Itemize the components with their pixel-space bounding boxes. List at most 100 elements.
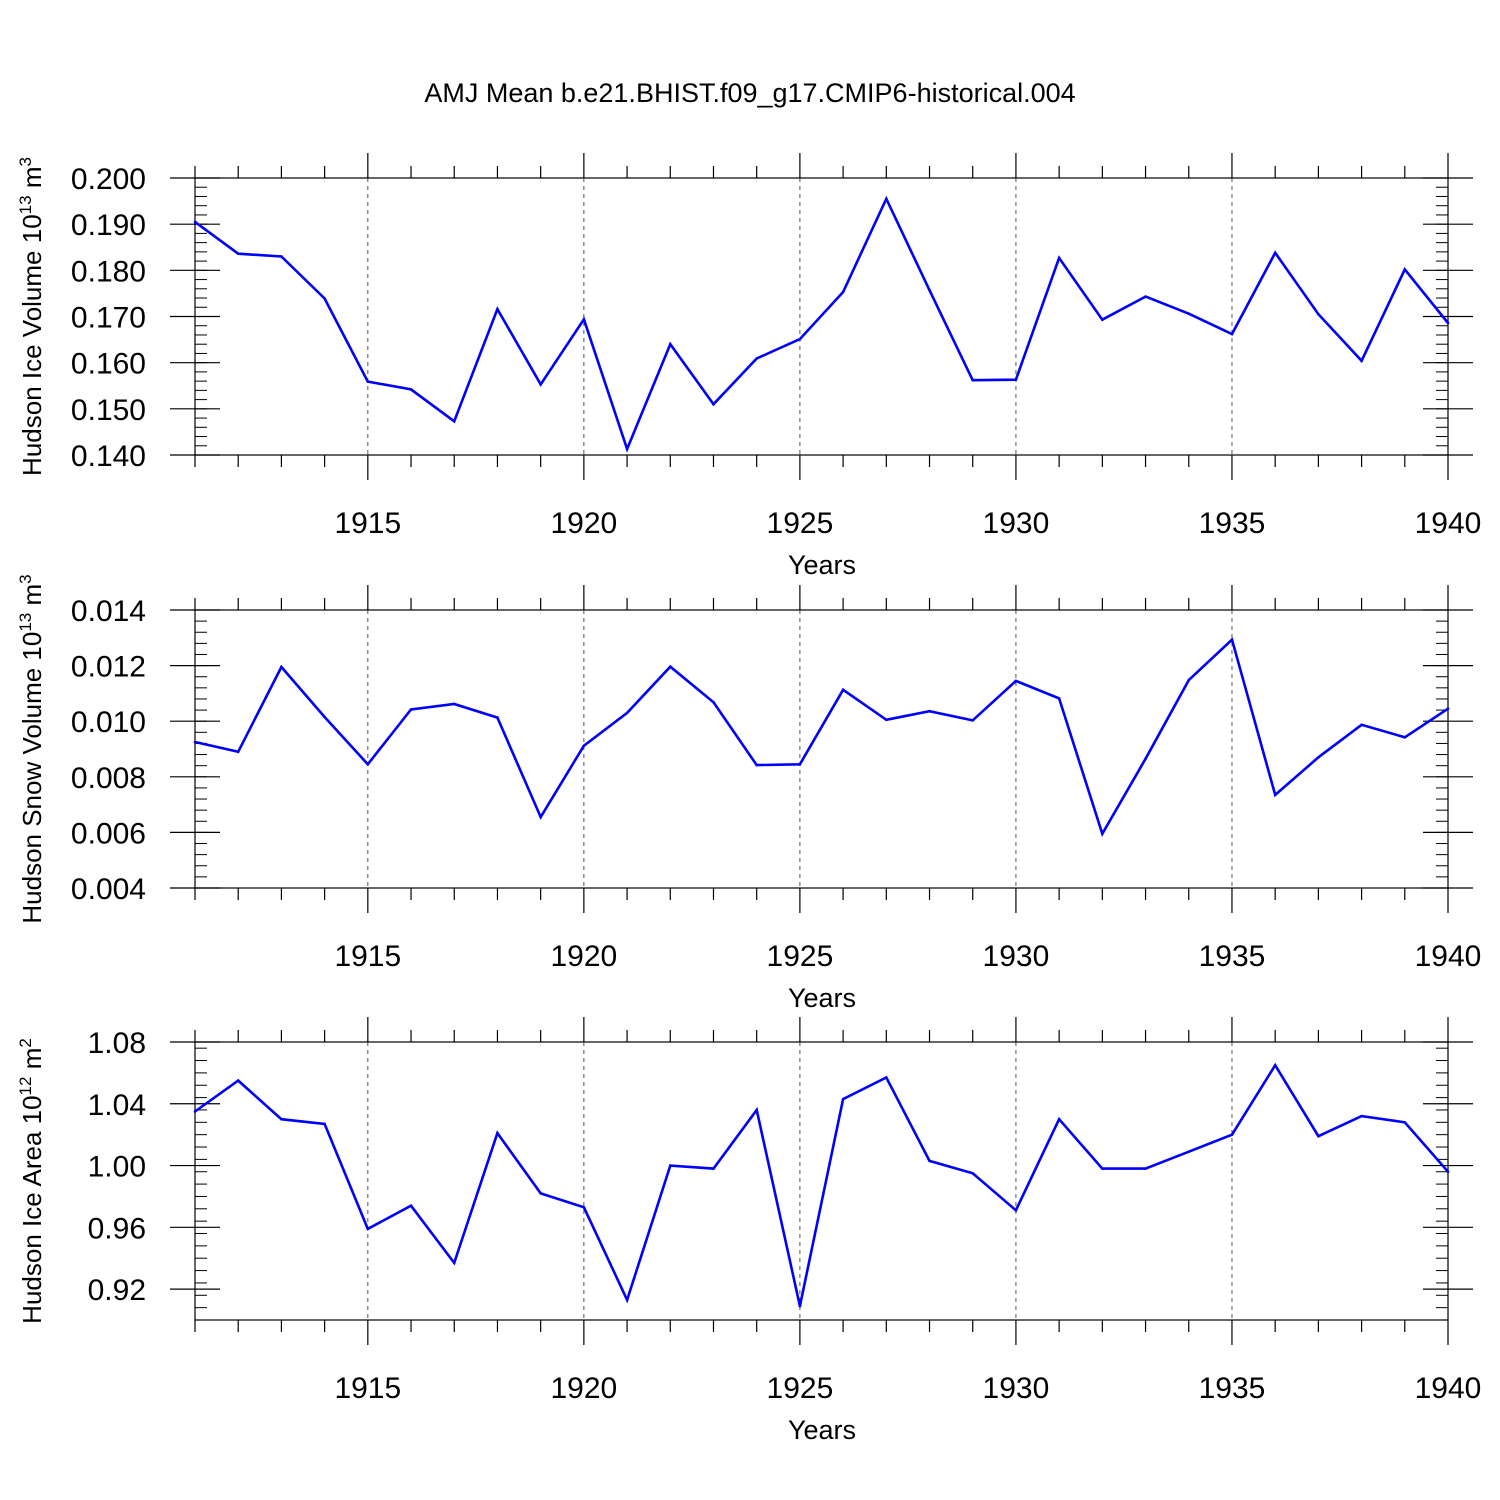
y-axis-label-unit: m xyxy=(17,1048,47,1077)
data-point xyxy=(280,1117,283,1121)
data-point xyxy=(798,762,802,766)
data-point xyxy=(496,716,499,719)
data-point xyxy=(1360,359,1363,363)
y-tick-label: 0.010 xyxy=(71,706,146,739)
data-point xyxy=(280,255,283,258)
data-point xyxy=(668,342,672,346)
series-line xyxy=(194,1062,1449,1307)
x-axis-label: Years xyxy=(788,550,856,580)
data-point xyxy=(1014,1209,1018,1212)
data-point xyxy=(1446,321,1450,325)
data-point xyxy=(798,337,802,341)
y-tick-label: 1.00 xyxy=(88,1151,146,1184)
x-tick-label: 1920 xyxy=(550,1372,617,1405)
x-tick-label: 1915 xyxy=(334,1372,401,1405)
data-point xyxy=(1317,756,1320,759)
data-point xyxy=(366,1227,370,1231)
data-point xyxy=(668,665,672,669)
y-axis-label: Hudson Ice Volume 1013 m3 xyxy=(16,157,47,476)
data-point xyxy=(582,1205,586,1209)
data-point xyxy=(1014,378,1018,382)
data-point xyxy=(798,1304,802,1308)
data-point xyxy=(1187,312,1191,316)
data-point xyxy=(885,1076,888,1079)
data-point xyxy=(1014,679,1018,683)
data-point xyxy=(841,1097,845,1101)
data-point xyxy=(1187,678,1191,682)
x-tick-label: 1915 xyxy=(334,940,401,973)
y-tick-label: 1.08 xyxy=(88,1027,146,1060)
y-tick-label: 0.160 xyxy=(71,348,146,381)
y-axis-label-unit-exponent: 2 xyxy=(16,1038,35,1047)
chart-title: AMJ Mean b.e21.BHIST.f09_g17.CMIP6-histo… xyxy=(424,78,1076,108)
y-tick-label: 0.170 xyxy=(71,302,146,335)
data-point xyxy=(1230,638,1234,642)
data-point xyxy=(452,702,456,706)
data-point xyxy=(323,715,326,719)
data-point xyxy=(1057,256,1061,260)
data-point xyxy=(193,740,197,744)
x-tick-label: 1930 xyxy=(983,940,1050,973)
data-point xyxy=(1403,736,1407,739)
data-point xyxy=(496,307,499,311)
x-tick-label: 1940 xyxy=(1415,1372,1482,1405)
x-tick-label: 1930 xyxy=(983,507,1050,540)
panel-2: 0.004 0.006 0.008 0.010 0.012 0.014 1915 1920 19… xyxy=(16,574,1481,1013)
data-point xyxy=(625,1298,629,1302)
data-point xyxy=(236,252,240,256)
data-point xyxy=(755,357,758,360)
plot-frame xyxy=(194,609,1449,889)
data-point xyxy=(1144,1167,1147,1170)
data-point xyxy=(193,220,197,224)
panel-3: 0.92 0.96 1.00 1.04 1.08 1915 1920 1925 1930 1935… xyxy=(16,1017,1481,1445)
data-point xyxy=(712,402,715,406)
data-point xyxy=(971,719,975,722)
data-point xyxy=(1187,1150,1191,1153)
data-point xyxy=(409,1204,413,1208)
data-point xyxy=(539,383,542,386)
data-point xyxy=(323,297,326,300)
x-tick-label: 1940 xyxy=(1415,940,1482,973)
data-point xyxy=(1230,1133,1234,1136)
x-tick-label: 1935 xyxy=(1199,940,1266,973)
y-axis-label-unit: m xyxy=(17,584,47,613)
data-point xyxy=(1057,1117,1061,1121)
data-point xyxy=(236,1079,240,1082)
y-tick-label: 0.014 xyxy=(71,595,146,628)
data-point xyxy=(971,378,975,382)
data-point xyxy=(1446,707,1450,710)
data-point xyxy=(452,419,456,423)
y-tick-label: 0.006 xyxy=(71,817,146,850)
x-tick-label: 1935 xyxy=(1199,507,1266,540)
data-point xyxy=(1101,318,1104,322)
data-point xyxy=(409,708,413,711)
data-point xyxy=(1360,723,1363,727)
data-point xyxy=(582,317,586,321)
panel-1: 0.140 0.150 0.160 0.170 0.180 0.190 0.200 1915 1… xyxy=(16,153,1481,580)
data-point xyxy=(885,718,888,722)
data-point xyxy=(668,1164,672,1167)
data-point xyxy=(280,665,283,669)
data-point xyxy=(928,1159,931,1163)
plot-frame xyxy=(194,1041,1449,1321)
y-axis-label-exponent: 12 xyxy=(16,1077,35,1096)
data-point xyxy=(236,750,240,754)
x-tick-label: 1920 xyxy=(550,507,617,540)
data-point xyxy=(712,700,715,704)
x-axis-label: Years xyxy=(788,1415,856,1445)
data-point xyxy=(841,290,845,294)
data-point xyxy=(366,380,370,383)
y-axis-label-unit-exponent: 3 xyxy=(16,574,35,583)
x-tick-label: 1925 xyxy=(767,507,834,540)
y-axis-label-main: Hudson Ice Area 10 xyxy=(17,1095,47,1323)
data-point xyxy=(928,288,931,292)
data-point xyxy=(625,447,629,451)
y-axis-label-exponent: 13 xyxy=(16,613,35,632)
y-axis-label-unit-exponent: 3 xyxy=(16,157,35,166)
x-axis-label: Years xyxy=(788,983,856,1013)
x-tick-label: 1925 xyxy=(767,940,834,973)
y-tick-label: 0.180 xyxy=(71,255,146,288)
series-line xyxy=(194,195,1450,453)
y-axis-label-unit: m xyxy=(17,167,47,196)
